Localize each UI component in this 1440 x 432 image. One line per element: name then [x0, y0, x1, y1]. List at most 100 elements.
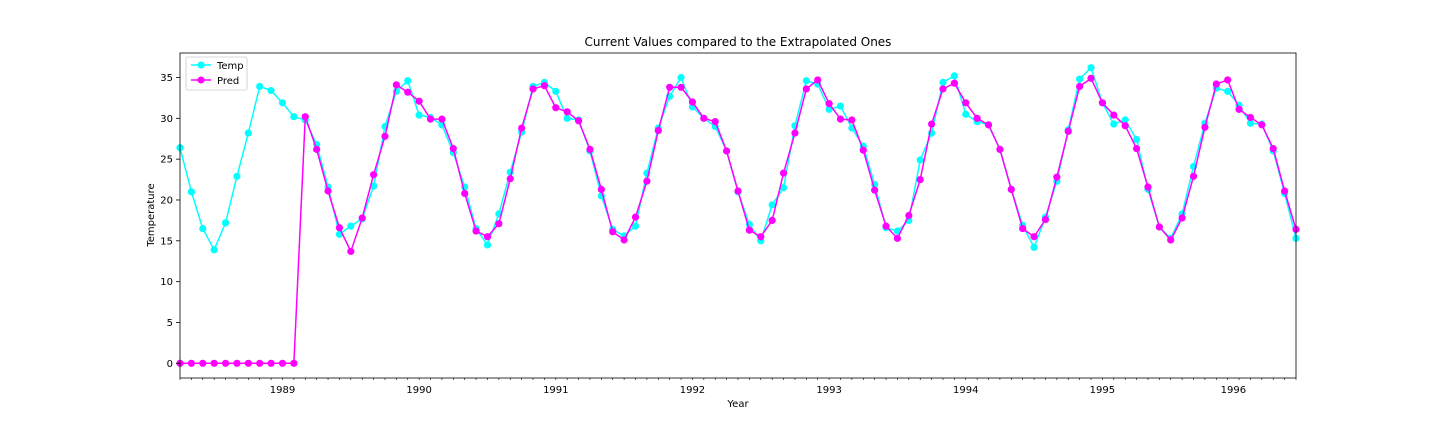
legend-marker-pred	[197, 76, 205, 84]
data-point-pred	[871, 186, 879, 194]
data-point-pred	[324, 187, 332, 195]
data-point-pred	[574, 117, 583, 125]
data-point-pred	[1178, 214, 1186, 222]
data-point-pred	[438, 115, 446, 123]
data-point-temp	[1224, 87, 1232, 95]
y-axis: 0 5 10 15 20 25 30 35	[160, 73, 180, 370]
data-point-pred	[802, 85, 810, 93]
data-point-pred	[369, 171, 378, 179]
x-tick-label: 1989	[270, 385, 295, 396]
data-point-pred	[1201, 123, 1209, 131]
data-point-temp	[563, 114, 571, 122]
data-point-pred	[256, 359, 264, 367]
data-point-pred	[927, 120, 936, 128]
data-point-pred	[1110, 111, 1118, 119]
data-point-temp	[1110, 120, 1118, 128]
data-point-pred	[984, 121, 993, 129]
data-point-temp	[677, 73, 685, 82]
data-point-temp	[256, 82, 264, 91]
data-point-pred	[1189, 172, 1198, 180]
data-point-pred	[506, 175, 514, 183]
data-point-pred	[483, 233, 492, 241]
data-point-pred	[939, 85, 947, 93]
data-point-pred	[461, 189, 469, 198]
data-point-pred	[1281, 187, 1289, 195]
data-point-pred	[893, 234, 902, 242]
x-axis-title: Year	[726, 399, 749, 410]
data-point-temp	[779, 184, 788, 192]
data-point-pred	[233, 359, 241, 367]
data-point-pred	[210, 359, 218, 367]
y-tick-label: 20	[160, 195, 173, 206]
data-point-pred	[1167, 236, 1175, 244]
data-point-temp	[1087, 64, 1095, 72]
data-point-pred	[518, 124, 526, 132]
series-layer	[176, 64, 1300, 367]
data-point-temp	[404, 77, 412, 85]
data-point-temp	[267, 86, 275, 95]
data-point-pred	[495, 220, 503, 228]
data-point-pred	[1246, 113, 1255, 122]
x-axis: 1989 1990 1991 1992 1993 1994 1995 1996	[179, 378, 1297, 396]
data-point-pred	[962, 99, 970, 107]
data-point-pred	[1087, 74, 1095, 82]
y-tick-label: 30	[160, 114, 173, 125]
data-point-pred	[745, 226, 753, 234]
data-point-pred	[529, 85, 537, 93]
data-point-temp	[483, 241, 492, 249]
data-point-pred	[723, 147, 731, 155]
data-point-temp	[1132, 135, 1141, 144]
data-point-pred	[859, 146, 867, 154]
x-tick-label: 1993	[816, 385, 841, 396]
data-point-temp	[962, 110, 970, 118]
data-point-pred	[848, 116, 856, 124]
data-point-pred	[335, 224, 344, 232]
data-point-pred	[1121, 122, 1129, 130]
data-point-temp	[825, 105, 833, 113]
data-point-pred	[552, 104, 560, 112]
data-point-pred	[1007, 185, 1015, 193]
data-point-pred	[187, 359, 195, 367]
data-point-pred	[825, 100, 833, 108]
legend-marker-temp	[197, 61, 205, 69]
data-point-temp	[893, 227, 902, 235]
data-point-pred	[472, 227, 480, 235]
data-point-pred	[757, 233, 765, 241]
data-point-pred	[791, 129, 799, 137]
x-tick-label: 1992	[680, 385, 705, 396]
data-point-pred	[631, 213, 640, 221]
data-point-pred	[1076, 82, 1084, 91]
data-point-temp	[802, 77, 810, 85]
data-point-pred	[1212, 80, 1220, 88]
data-point-pred	[700, 114, 708, 122]
data-point-pred	[392, 81, 400, 89]
data-point-pred	[996, 145, 1004, 153]
data-point-pred	[290, 359, 298, 367]
data-point-pred	[950, 79, 958, 87]
data-point-pred	[643, 177, 651, 185]
data-point-temp	[950, 72, 958, 80]
data-point-pred	[449, 144, 457, 153]
data-point-pred	[688, 98, 697, 106]
data-point-pred	[381, 132, 389, 140]
data-point-pred	[278, 359, 287, 367]
chart-title: Current Values compared to the Extrapola…	[585, 35, 892, 49]
plot-area	[180, 53, 1296, 378]
data-point-pred	[882, 222, 890, 230]
x-tick-label: 1990	[406, 385, 431, 396]
data-point-temp	[210, 246, 218, 254]
data-point-pred	[1019, 224, 1027, 233]
data-point-pred	[1132, 144, 1141, 153]
data-point-pred	[1030, 233, 1038, 241]
data-point-pred	[415, 97, 423, 105]
data-point-pred	[711, 117, 719, 126]
x-tick-label: 1994	[953, 385, 978, 396]
data-point-pred	[814, 76, 822, 84]
data-point-pred	[313, 145, 321, 153]
y-tick-label: 35	[160, 73, 173, 84]
data-point-pred	[1224, 76, 1232, 84]
data-point-pred	[620, 236, 628, 244]
x-tick-label: 1995	[1090, 385, 1115, 396]
data-point-temp	[631, 222, 640, 230]
